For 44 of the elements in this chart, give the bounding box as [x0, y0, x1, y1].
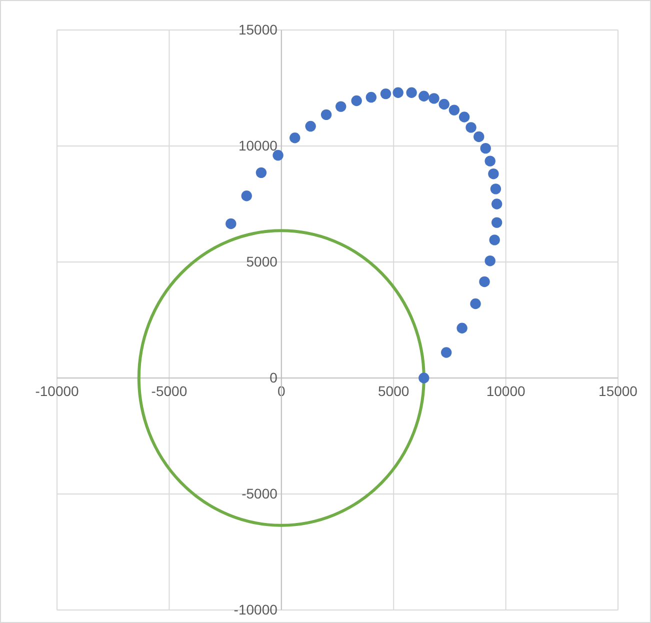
point	[406, 87, 417, 98]
point	[438, 98, 450, 110]
point	[226, 218, 236, 230]
y-tick-label: -5000	[242, 485, 278, 502]
point	[489, 234, 500, 246]
x-tick-label: 15000	[598, 382, 638, 399]
y-tick-label: 0	[270, 369, 278, 386]
point	[448, 104, 460, 116]
point	[241, 190, 252, 202]
y-tick-label: -10000	[234, 601, 278, 618]
point	[351, 95, 362, 106]
x-tick-label: -5000	[151, 382, 188, 399]
y-tick-label: 10000	[238, 137, 278, 154]
point	[320, 109, 332, 120]
point	[490, 184, 502, 194]
point	[480, 142, 491, 154]
point	[484, 256, 496, 266]
point	[440, 347, 452, 358]
point	[470, 298, 481, 310]
point	[456, 322, 468, 334]
point	[484, 156, 496, 166]
point	[418, 90, 430, 102]
point	[418, 372, 430, 384]
x-tick-label: 5000	[378, 382, 410, 399]
point	[428, 93, 440, 104]
point	[479, 276, 490, 288]
point	[458, 112, 470, 122]
point	[466, 122, 476, 133]
point	[336, 101, 346, 112]
point	[256, 167, 267, 178]
x-tick-label: -10000	[35, 382, 80, 399]
y-tick-label: 15000	[238, 21, 278, 38]
point	[290, 132, 300, 144]
point	[491, 217, 502, 228]
point	[488, 168, 499, 180]
point	[392, 87, 404, 98]
point	[366, 92, 377, 103]
point	[491, 198, 502, 210]
point	[380, 88, 392, 100]
x-tick-label: 10000	[486, 382, 526, 399]
point	[305, 120, 316, 132]
point	[474, 131, 484, 142]
y-tick-label: 5000	[246, 253, 278, 270]
point	[272, 150, 284, 161]
